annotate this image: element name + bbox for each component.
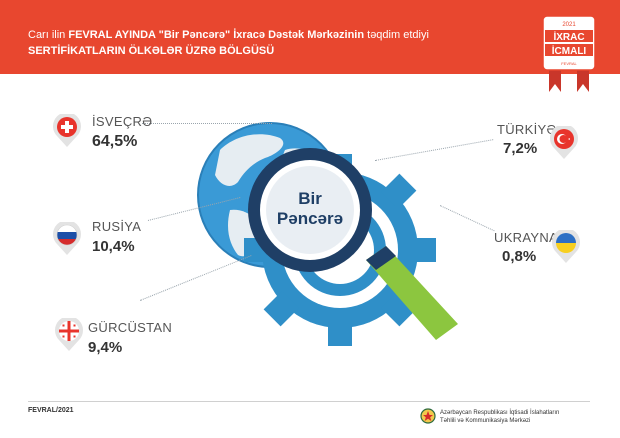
badge-line1: İXRAC xyxy=(553,30,584,43)
lens-text-line1: Bir xyxy=(298,189,322,208)
footer-organization: Azərbaycan Respublikası İqtisadi İslahat… xyxy=(440,409,559,425)
country-name: UKRAYNA xyxy=(494,230,558,245)
country-name: İSVEÇRƏ xyxy=(92,114,153,129)
state-emblem-icon xyxy=(420,408,436,424)
footer-divider xyxy=(28,401,590,402)
country-name: RUSİYA xyxy=(92,219,142,234)
ixrac-icmali-badge: 2021 İXRAC İCMALI FEVRAL xyxy=(542,15,596,92)
russia-flag-icon xyxy=(53,222,81,255)
header-text-pre: Carı ilin xyxy=(28,29,69,41)
header-text-bold: FEVRAL AYINDA "Bir Pəncərə" İxracə Dəstə… xyxy=(68,29,365,41)
magnifier-handle-icon xyxy=(366,246,458,340)
georgia-flag-icon xyxy=(55,318,83,351)
header-banner: Carı ilin FEVRAL AYINDA "Bir Pəncərə" İx… xyxy=(0,0,620,74)
turkey-flag-icon xyxy=(550,126,578,159)
country-name: GÜRCÜSTAN xyxy=(88,320,173,335)
lens-text-line2: Pəncərə xyxy=(277,209,343,228)
header-title-line2: SERTİFİKATLARIN ÖLKƏLƏR ÜZRƏ BÖLGÜSÜ xyxy=(28,45,275,57)
footer-date: FEVRAL/2021 xyxy=(28,407,74,414)
badge-sub: FEVRAL xyxy=(561,61,577,66)
magnifier-lens-icon: Bir Pəncərə xyxy=(248,148,372,272)
country-value: 7,2% xyxy=(503,140,538,157)
globe-gear-magnifier-illustration: Bir Pəncərə xyxy=(197,122,458,346)
leader-line-isvecre xyxy=(142,123,272,124)
header-text-post: təqdim etdiyi xyxy=(364,29,429,41)
country-name: TÜRKİYƏ xyxy=(497,122,557,137)
footer-org-line1: Azərbaycan Respublikası İqtisadi İslahat… xyxy=(440,410,560,416)
badge-year: 2021 xyxy=(562,22,576,28)
country-value: 0,8% xyxy=(502,248,537,265)
country-value: 10,4% xyxy=(92,238,135,255)
ukraine-flag-icon xyxy=(552,230,580,263)
country-value: 64,5% xyxy=(92,133,138,150)
header-title-line1: Carı ilin FEVRAL AYINDA "Bir Pəncərə" İx… xyxy=(28,29,429,41)
country-value: 9,4% xyxy=(88,339,123,356)
footer-org-line2: Təhlili və Kommunikasiya Mərkəzi xyxy=(440,418,531,424)
badge-line2: İCMALI xyxy=(552,44,587,57)
swiss-flag-icon xyxy=(53,114,81,147)
